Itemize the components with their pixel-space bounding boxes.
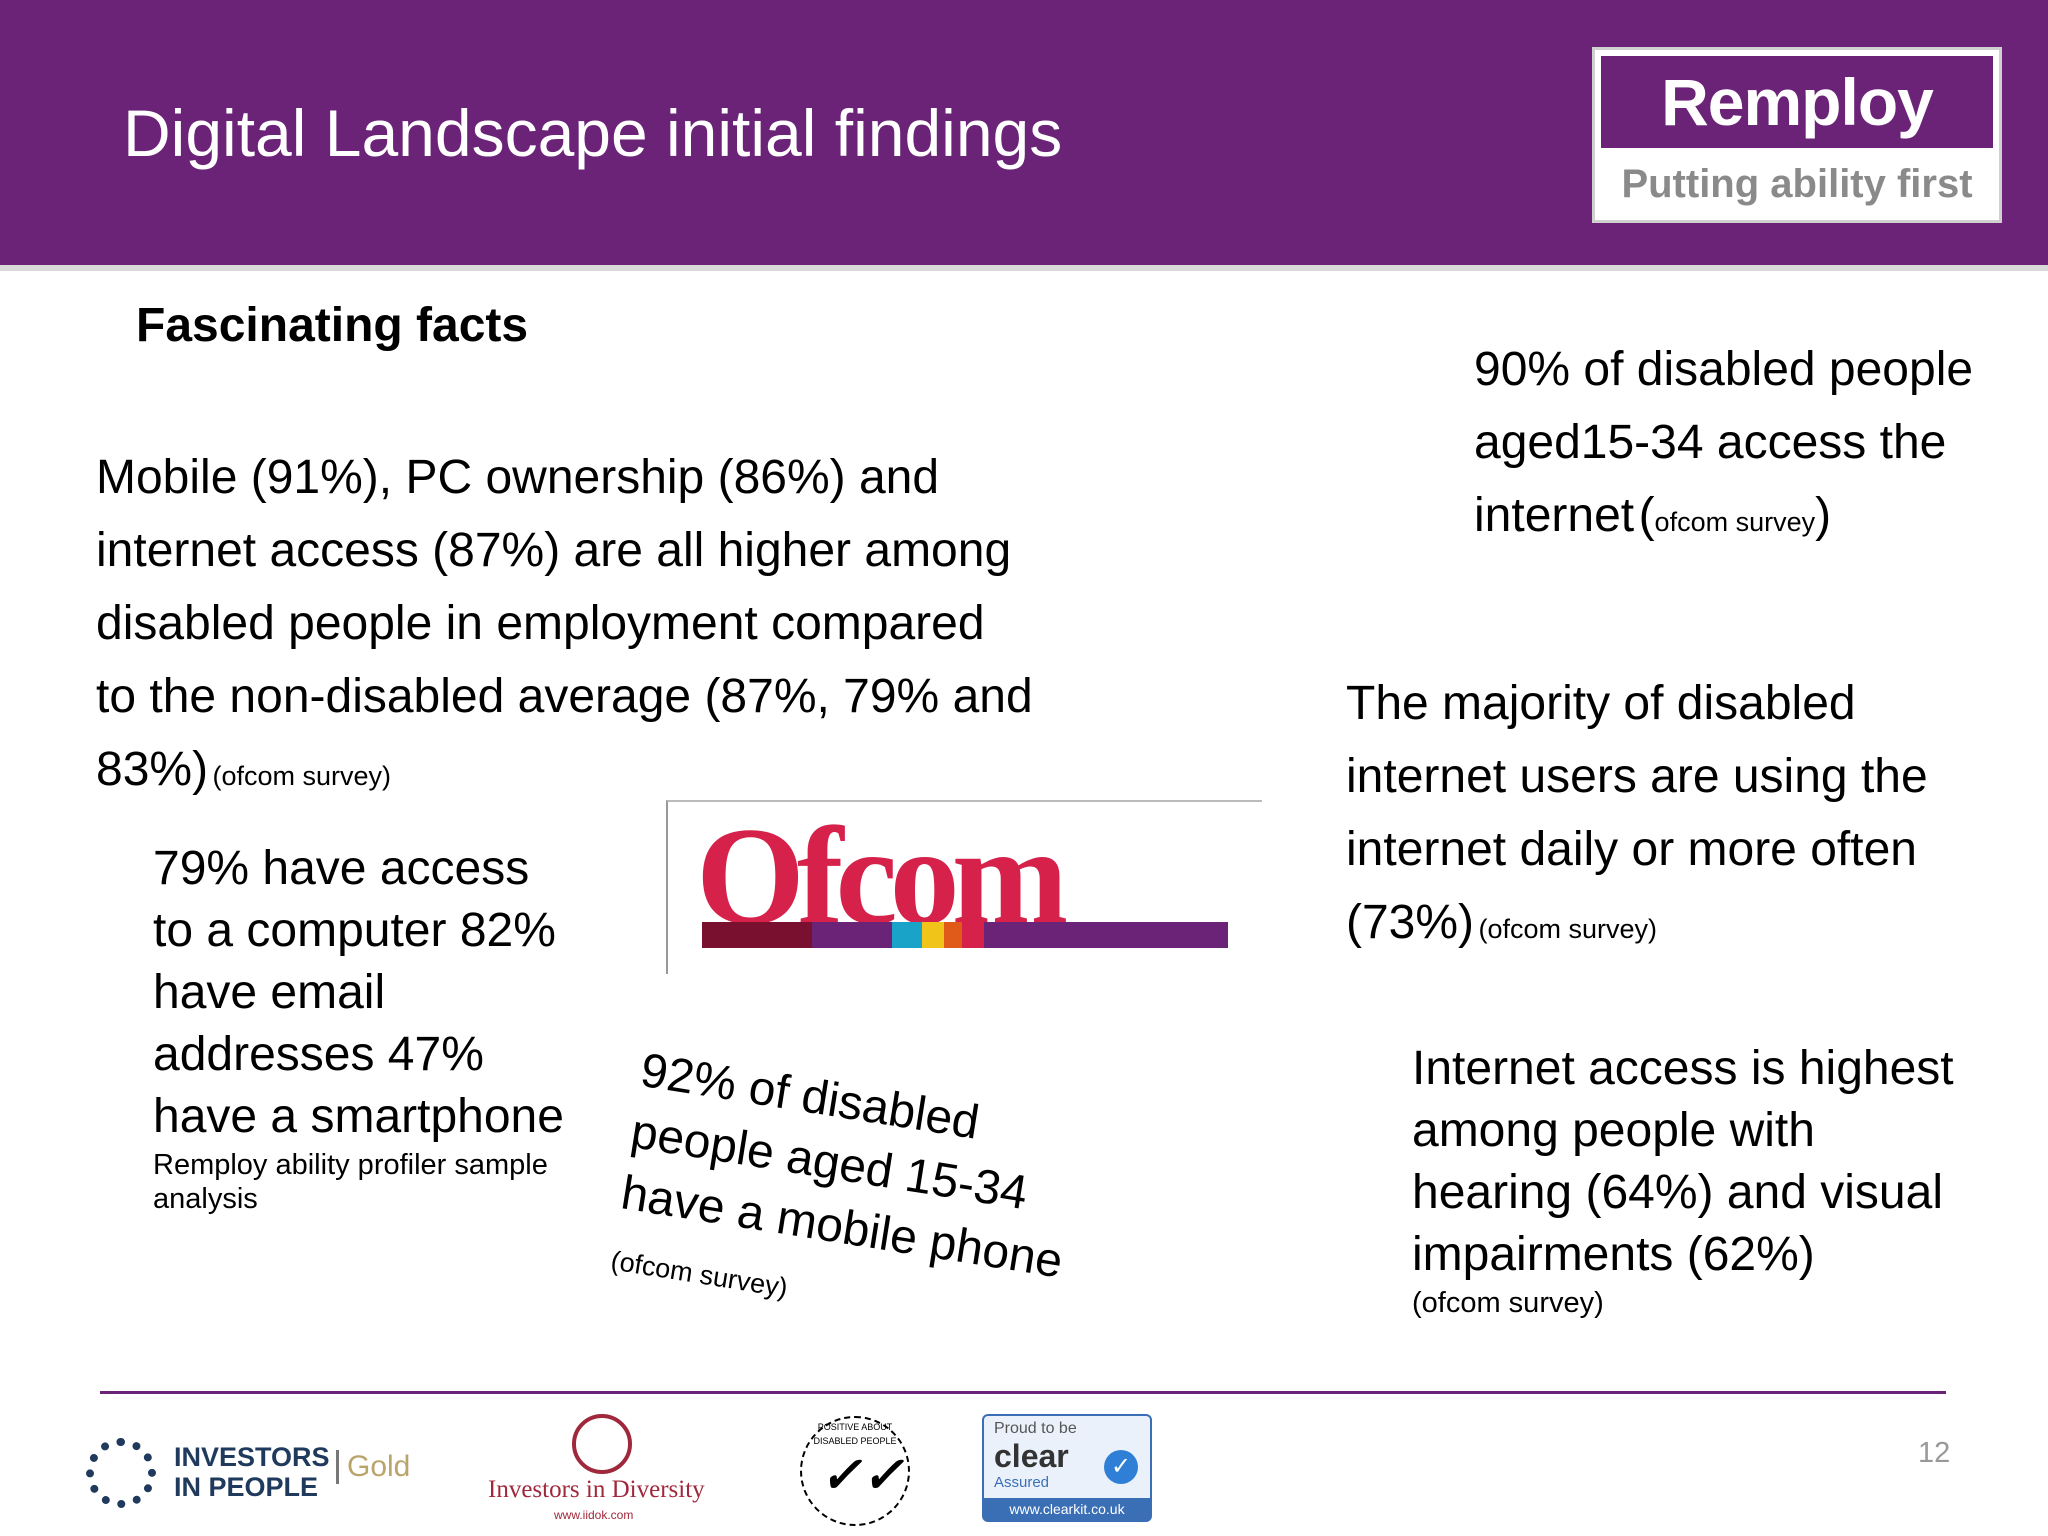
clear-assured-text: Assured: [994, 1474, 1050, 1491]
clear-brand-text: clear: [994, 1438, 1069, 1474]
ofcom-stripe-segment: [962, 922, 984, 948]
checkmark-icon: ✓: [1104, 1450, 1138, 1484]
ofcom-stripe-segment: [812, 922, 892, 948]
fact-mobile: 92% of disabled people aged 15-34 have a…: [606, 1040, 1110, 1364]
ofcom-stripe-segment: [984, 922, 1228, 948]
pad-logo-ring: POSITIVE ABOUT DISABLED PEOPLE: [800, 1416, 910, 1526]
laurel-icon: [86, 1438, 156, 1508]
remploy-logo-tagline: Putting ability first: [1621, 162, 1973, 206]
paren-close: ): [1815, 489, 1832, 542]
ofcom-logo: Ofcom: [666, 800, 1262, 974]
footer-divider: [100, 1391, 1946, 1394]
clear-proud-text: Proud to be: [994, 1420, 1077, 1437]
ofcom-stripe-segment: [892, 922, 922, 948]
fact-aged-internet: 90% of disabled people aged15-34 access …: [1474, 339, 1974, 558]
iip-logo-text: INVESTORS IN PEOPLE: [174, 1442, 330, 1502]
two-ticks-icon: ✓✓: [820, 1447, 904, 1503]
remploy-logo-name: Remploy: [1601, 56, 1993, 148]
ofcom-stripe-segment: [702, 922, 812, 948]
ofcom-stripe-segment: [922, 922, 944, 948]
clear-assured-logo: Proud to be clear Assured ✓ www.clearkit…: [982, 1414, 1152, 1522]
fact-profiler: 79% have access to a computer 82% have e…: [153, 838, 573, 1216]
iid-logo-url: www.iidok.com: [554, 1508, 634, 1522]
fact-impairments-text: Internet access is highest among people …: [1412, 1042, 1954, 1281]
subheading: Fascinating facts: [136, 299, 529, 352]
fact-ownership-source: (ofcom survey): [212, 761, 392, 791]
paren-open: (: [1638, 489, 1655, 542]
fact-impairments: Internet access is highest among people …: [1412, 1038, 1972, 1320]
header-bar: Digital Landscape initial findings Rempl…: [0, 0, 2048, 271]
ofcom-stripe-segment: [944, 922, 962, 948]
clear-url-text: www.clearkit.co.uk: [984, 1498, 1150, 1520]
investors-in-diversity-logo: Investors in Diversity www.iidok.com: [488, 1410, 724, 1522]
fact-daily-use-text: The majority of disabled internet users …: [1346, 677, 1928, 949]
fact-impairments-source: (ofcom survey): [1412, 1287, 1604, 1319]
slide-title: Digital Landscape initial findings: [123, 96, 1063, 170]
fact-mobile-text: 92% of disabled people aged 15-34 have a…: [617, 1043, 1067, 1289]
page-number: 12: [1918, 1437, 1951, 1469]
fact-aged-internet-text: 90% of disabled people aged15-34 access …: [1474, 343, 1974, 542]
fact-ownership-text: Mobile (91%), PC ownership (86%) and int…: [96, 451, 1033, 796]
fact-aged-internet-source: ofcom survey: [1654, 507, 1816, 537]
fact-ownership: Mobile (91%), PC ownership (86%) and int…: [96, 447, 1036, 812]
diversity-emblem-icon: [572, 1414, 632, 1474]
iip-level: Gold: [336, 1450, 410, 1484]
investors-in-people-logo: INVESTORS IN PEOPLE Gold: [86, 1432, 416, 1508]
fact-profiler-text: 79% have access to a computer 82% have e…: [153, 842, 564, 1143]
fact-profiler-source: Remploy ability profiler sample analysis: [153, 1149, 548, 1215]
fact-daily-use-source: (ofcom survey): [1478, 914, 1658, 944]
positive-about-disabled-people-logo: POSITIVE ABOUT DISABLED PEOPLE ✓✓: [796, 1412, 920, 1526]
ofcom-color-stripe: [702, 922, 1228, 948]
fact-daily-use: The majority of disabled internet users …: [1346, 673, 1986, 965]
fact-mobile-source: (ofcom survey): [608, 1245, 790, 1304]
iid-logo-text: Investors in Diversity: [488, 1476, 705, 1503]
remploy-logo: Remploy Putting ability first: [1592, 47, 2002, 223]
